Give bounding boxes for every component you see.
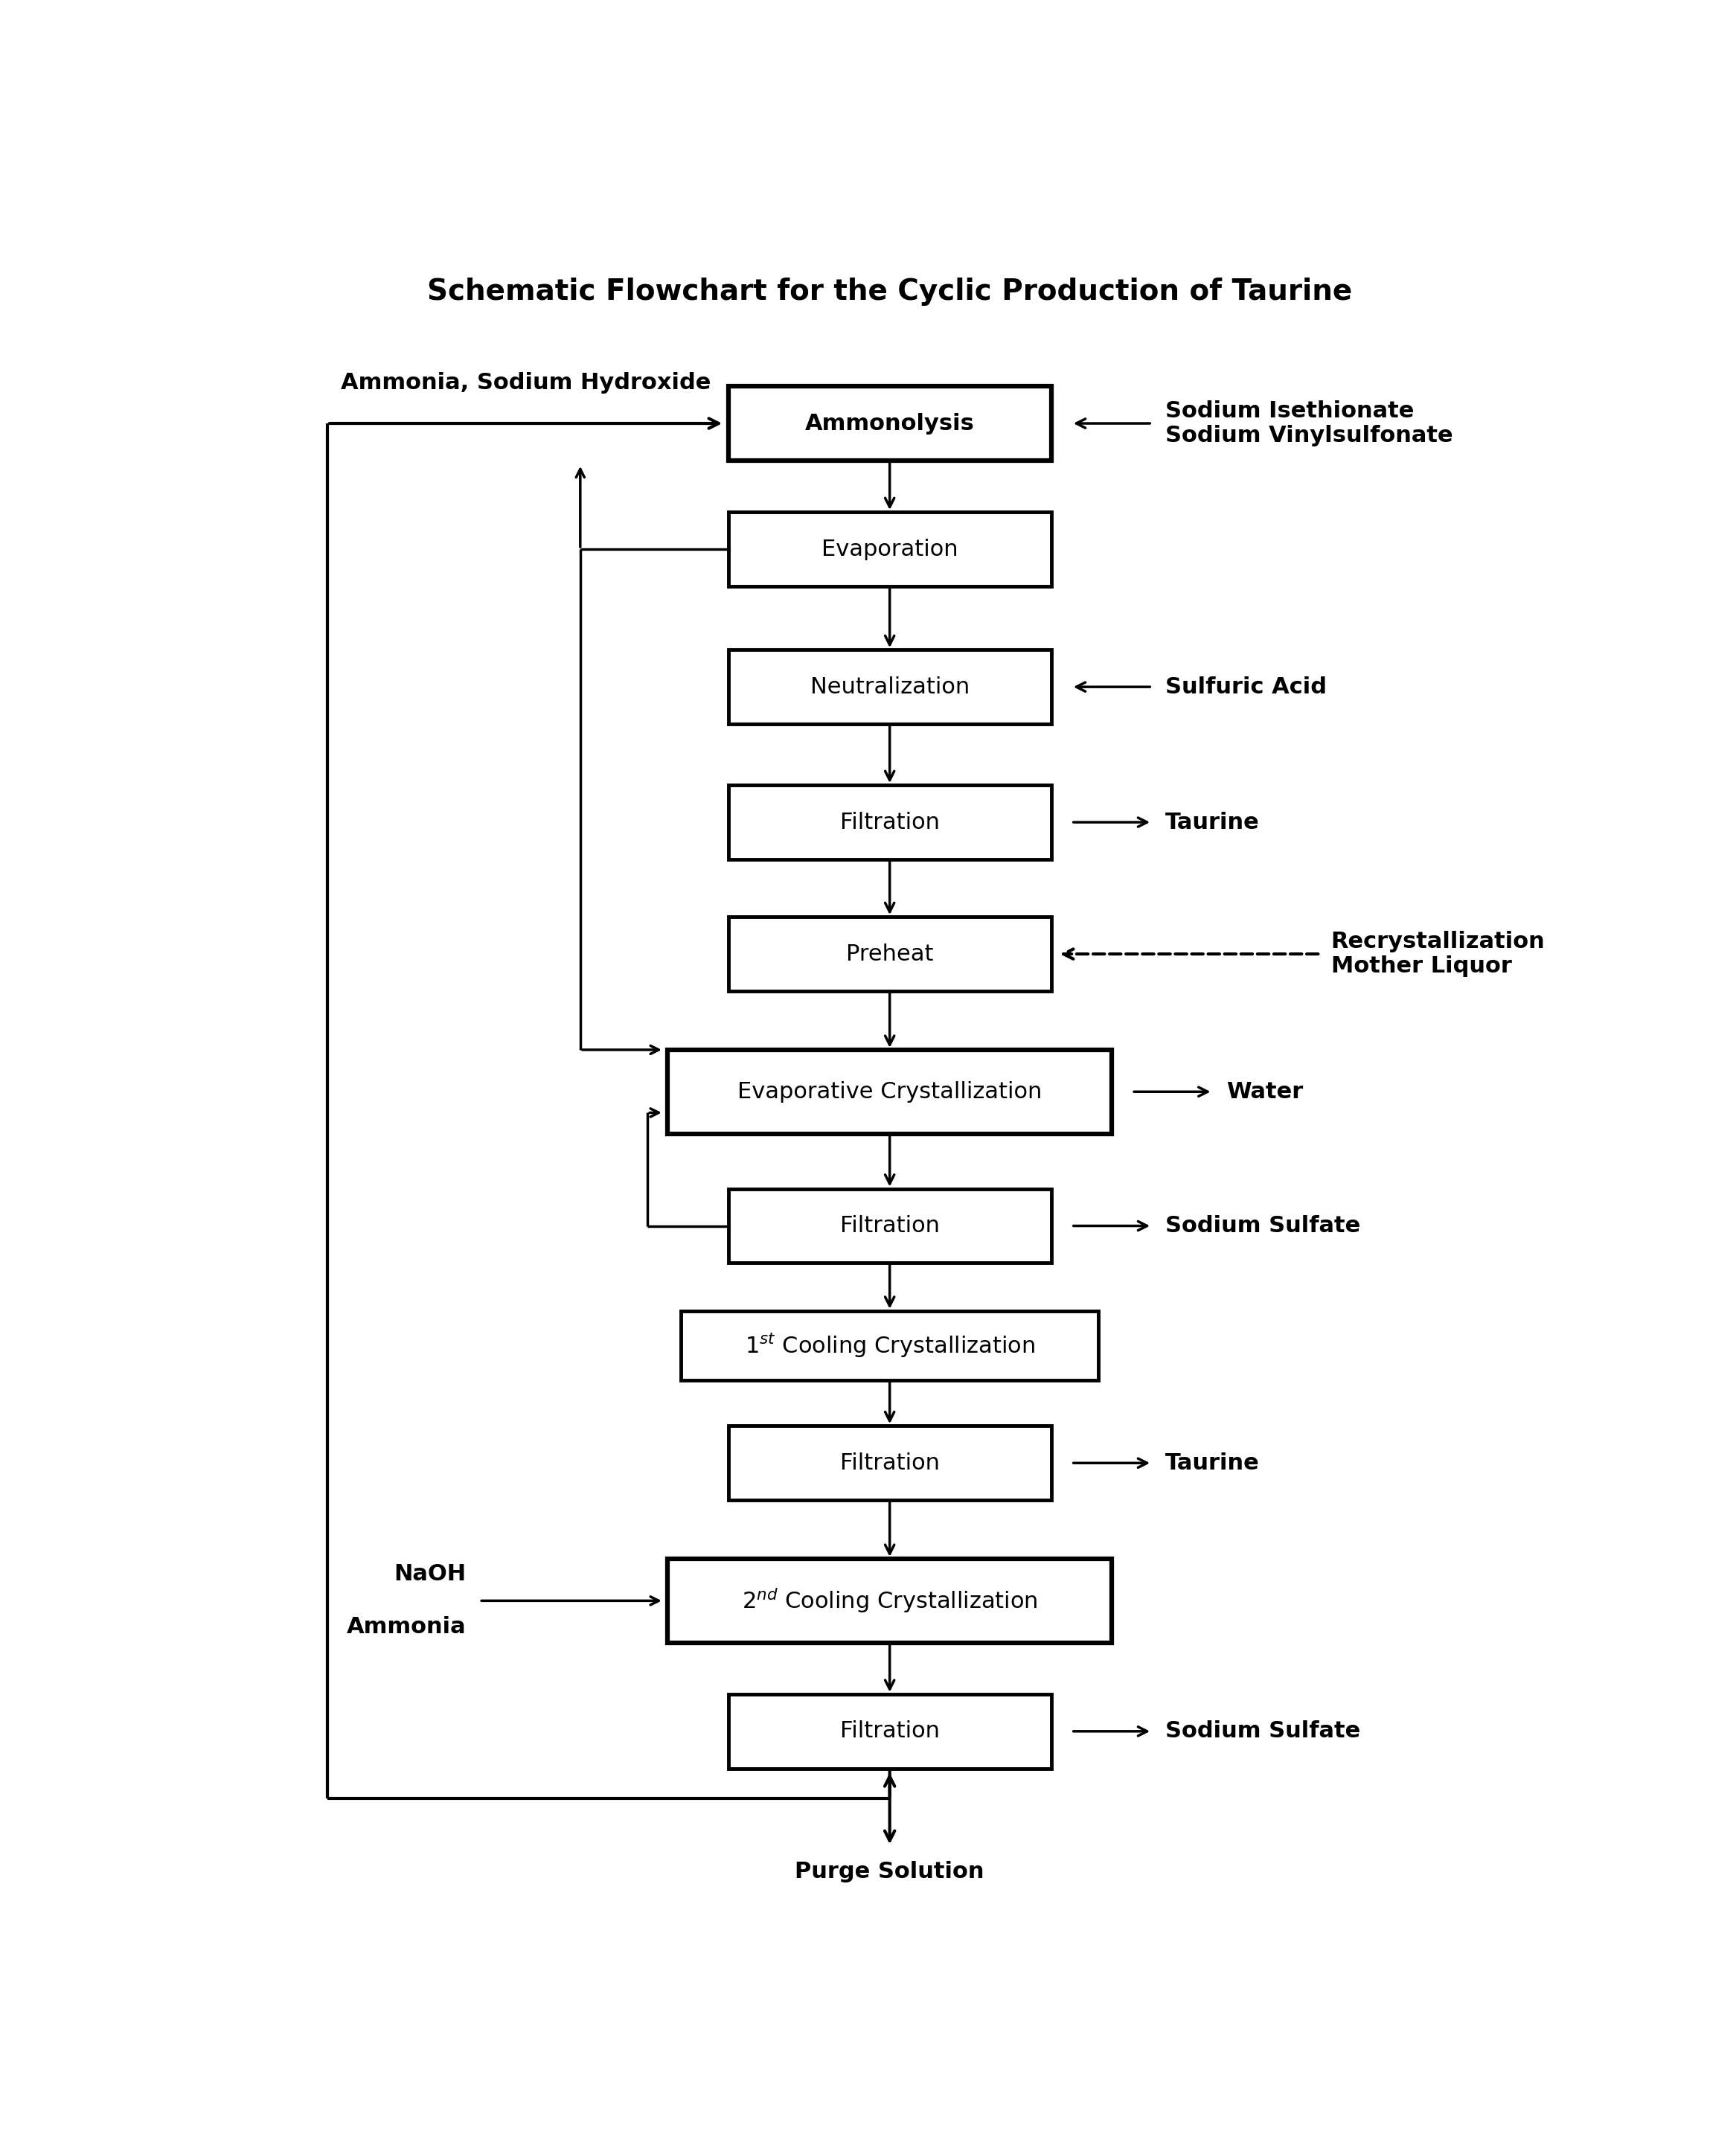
Bar xyxy=(729,1189,1052,1264)
Text: 2$^{nd}$ Cooling Crystallization: 2$^{nd}$ Cooling Crystallization xyxy=(741,1588,1038,1615)
Text: Evaporative Crystallization: Evaporative Crystallization xyxy=(738,1080,1042,1102)
Text: Ammonia, Sodium Hydroxide: Ammonia, Sodium Hydroxide xyxy=(340,373,710,394)
Bar xyxy=(729,784,1052,859)
Text: Ammonia: Ammonia xyxy=(347,1615,465,1639)
Bar xyxy=(681,1311,1099,1381)
Bar xyxy=(729,916,1052,991)
Text: Sodium Sulfate: Sodium Sulfate xyxy=(1165,1720,1361,1743)
Text: Filtration: Filtration xyxy=(840,1451,939,1475)
Bar xyxy=(729,1426,1052,1500)
Bar xyxy=(729,386,1052,460)
Text: Ammonolysis: Ammonolysis xyxy=(806,413,974,435)
Text: Filtration: Filtration xyxy=(840,1720,939,1743)
Text: Preheat: Preheat xyxy=(845,944,934,965)
Bar xyxy=(668,1051,1111,1134)
Text: NaOH: NaOH xyxy=(394,1564,465,1585)
Text: Purge Solution: Purge Solution xyxy=(795,1860,984,1882)
Bar xyxy=(729,511,1052,586)
Text: Sulfuric Acid: Sulfuric Acid xyxy=(1165,676,1326,697)
Text: Water: Water xyxy=(1226,1080,1304,1102)
Text: Filtration: Filtration xyxy=(840,1215,939,1236)
Bar xyxy=(668,1560,1111,1643)
Text: Recrystallization
Mother Liquor: Recrystallization Mother Liquor xyxy=(1332,931,1545,978)
Text: Schematic Flowchart for the Cyclic Production of Taurine: Schematic Flowchart for the Cyclic Produ… xyxy=(427,277,1352,307)
Text: Filtration: Filtration xyxy=(840,812,939,833)
Text: 1$^{st}$ Cooling Crystallization: 1$^{st}$ Cooling Crystallization xyxy=(745,1332,1035,1360)
Text: Sodium Sulfate: Sodium Sulfate xyxy=(1165,1215,1361,1236)
Text: Sodium Isethionate
Sodium Vinylsulfonate: Sodium Isethionate Sodium Vinylsulfonate xyxy=(1165,401,1453,448)
Bar xyxy=(729,1694,1052,1769)
Text: Taurine: Taurine xyxy=(1165,1451,1260,1475)
Text: Neutralization: Neutralization xyxy=(811,676,969,697)
Bar xyxy=(729,650,1052,725)
Text: Taurine: Taurine xyxy=(1165,812,1260,833)
Text: Evaporation: Evaporation xyxy=(821,539,958,560)
